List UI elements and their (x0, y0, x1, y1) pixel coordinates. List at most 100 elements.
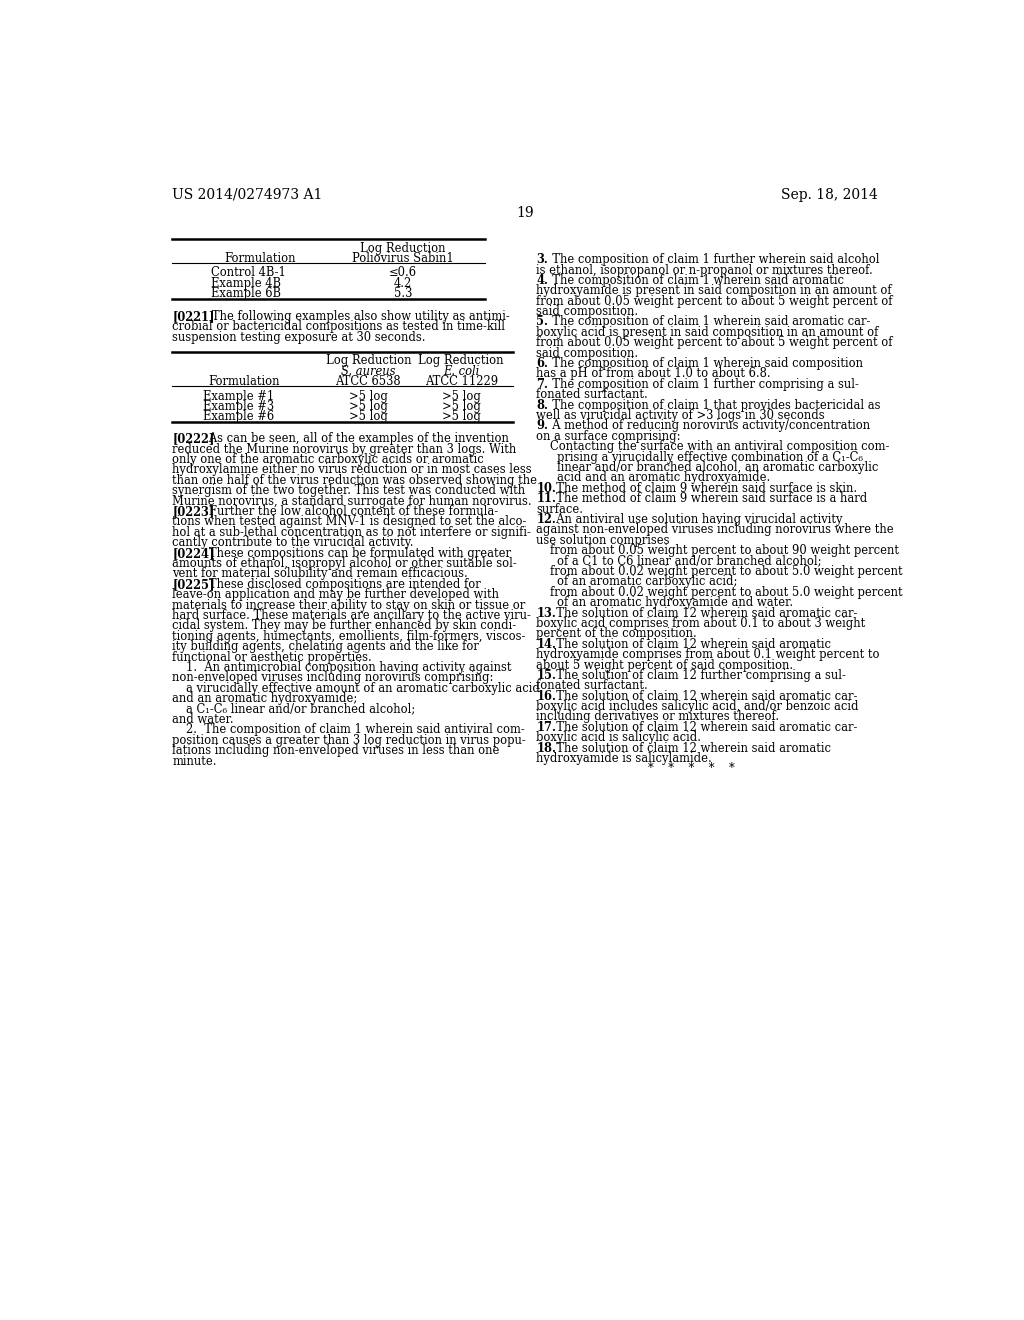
Text: tions when tested against MNV-1 is designed to set the alco-: tions when tested against MNV-1 is desig… (172, 515, 526, 528)
Text: [0221]: [0221] (172, 310, 215, 323)
Text: The method of claim 9 wherein said surface is a hard: The method of claim 9 wherein said surfa… (550, 492, 867, 506)
Text: 13.: 13. (537, 607, 556, 619)
Text: minute.: minute. (172, 755, 217, 767)
Text: reduced the Murine norovirus by greater than 3 logs. With: reduced the Murine norovirus by greater … (172, 442, 516, 455)
Text: An antiviral use solution having virucidal activity: An antiviral use solution having virucid… (550, 513, 843, 525)
Text: than one half of the virus reduction was observed showing the: than one half of the virus reduction was… (172, 474, 538, 487)
Text: Log Reduction: Log Reduction (326, 354, 411, 367)
Text: >5 log: >5 log (441, 400, 480, 413)
Text: 19: 19 (516, 206, 534, 220)
Text: functional or aesthetic properties.: functional or aesthetic properties. (172, 651, 372, 664)
Text: has a pH of from about 1.0 to about 6.8.: has a pH of from about 1.0 to about 6.8. (537, 367, 771, 380)
Text: Further the low alcohol content of these formula-: Further the low alcohol content of these… (199, 506, 499, 517)
Text: >5 log: >5 log (349, 400, 388, 413)
Text: [0223]: [0223] (172, 506, 215, 517)
Text: The method of claim 9 wherein said surface is skin.: The method of claim 9 wherein said surfa… (550, 482, 857, 495)
Text: said composition.: said composition. (537, 305, 639, 318)
Text: [0225]: [0225] (172, 578, 215, 591)
Text: 1.  An antimicrobial composition having activity against: 1. An antimicrobial composition having a… (186, 661, 512, 675)
Text: Formulation: Formulation (209, 375, 280, 388)
Text: 7.: 7. (537, 378, 548, 391)
Text: hydroxyamide is salicylamide.: hydroxyamide is salicylamide. (537, 752, 712, 766)
Text: cidal system. They may be further enhanced by skin condi-: cidal system. They may be further enhanc… (172, 619, 516, 632)
Text: tioning agents, humectants, emollients, film-formers, viscos-: tioning agents, humectants, emollients, … (172, 630, 525, 643)
Text: The composition of claim 1 wherein said composition: The composition of claim 1 wherein said … (545, 358, 863, 370)
Text: >5 log: >5 log (441, 411, 480, 424)
Text: 14.: 14. (537, 638, 556, 651)
Text: The solution of claim 12 wherein said aromatic car-: The solution of claim 12 wherein said ar… (550, 607, 858, 619)
Text: A method of reducing norovirus activity/concentration: A method of reducing norovirus activity/… (545, 420, 870, 433)
Text: use solution comprises: use solution comprises (537, 533, 670, 546)
Text: S. aureus: S. aureus (341, 364, 395, 378)
Text: These compositions can be formulated with greater: These compositions can be formulated wit… (199, 546, 511, 560)
Text: boxylic acid includes salicylic acid, and/or benzoic acid: boxylic acid includes salicylic acid, an… (537, 700, 859, 713)
Text: The composition of claim 1 further wherein said alcohol: The composition of claim 1 further where… (545, 253, 880, 267)
Text: 3.: 3. (537, 253, 548, 267)
Text: linear and/or branched alcohol, an aromatic carboxylic: linear and/or branched alcohol, an aroma… (557, 461, 879, 474)
Text: 4.: 4. (537, 275, 548, 286)
Text: non-enveloped viruses including norovirus comprising:: non-enveloped viruses including noroviru… (172, 672, 494, 684)
Text: US 2014/0274973 A1: US 2014/0274973 A1 (172, 187, 323, 202)
Text: crobial or bactericidal compositions as tested in time-kill: crobial or bactericidal compositions as … (172, 321, 505, 334)
Text: lations including non-enveloped viruses in less than one: lations including non-enveloped viruses … (172, 744, 500, 758)
Text: from about 0.02 weight percent to about 5.0 weight percent: from about 0.02 weight percent to about … (550, 565, 903, 578)
Text: well as virucidal activity of >3 logs in 30 seconds: well as virucidal activity of >3 logs in… (537, 409, 825, 422)
Text: Example #6: Example #6 (203, 411, 274, 424)
Text: >5 log: >5 log (349, 411, 388, 424)
Text: hydroxylamine either no virus reduction or in most cases less: hydroxylamine either no virus reduction … (172, 463, 531, 477)
Text: >5 log: >5 log (349, 389, 388, 403)
Text: synergism of the two together. This test was conducted with: synergism of the two together. This test… (172, 484, 525, 498)
Text: Log Reduction: Log Reduction (419, 354, 504, 367)
Text: of a C1 to C6 linear and/or branched alcohol;: of a C1 to C6 linear and/or branched alc… (557, 554, 822, 568)
Text: surface.: surface. (537, 503, 584, 516)
Text: 15.: 15. (537, 669, 556, 682)
Text: from about 0.05 weight percent to about 90 weight percent: from about 0.05 weight percent to about … (550, 544, 899, 557)
Text: The solution of claim 12 wherein said aromatic: The solution of claim 12 wherein said ar… (550, 638, 831, 651)
Text: Example 4B: Example 4B (211, 277, 281, 290)
Text: >5 log: >5 log (441, 389, 480, 403)
Text: and water.: and water. (172, 713, 233, 726)
Text: *    *    *    *    *: * * * * * (648, 763, 735, 775)
Text: 18.: 18. (537, 742, 556, 755)
Text: 2.  The composition of claim 1 wherein said antiviral com-: 2. The composition of claim 1 wherein sa… (186, 723, 525, 737)
Text: including derivatives or mixtures thereof.: including derivatives or mixtures thereo… (537, 710, 779, 723)
Text: 16.: 16. (537, 689, 556, 702)
Text: ≤0.6: ≤0.6 (389, 267, 417, 280)
Text: [0222]: [0222] (172, 432, 215, 445)
Text: a C₁-C₆ linear and/or branched alcohol;: a C₁-C₆ linear and/or branched alcohol; (186, 702, 416, 715)
Text: The composition of claim 1 wherein said aromatic car-: The composition of claim 1 wherein said … (545, 315, 870, 329)
Text: 12.: 12. (537, 513, 556, 525)
Text: fonated surfactant.: fonated surfactant. (537, 388, 648, 401)
Text: ity building agents, chelating agents and the like for: ity building agents, chelating agents an… (172, 640, 479, 653)
Text: Sep. 18, 2014: Sep. 18, 2014 (780, 187, 878, 202)
Text: [0224]: [0224] (172, 546, 215, 560)
Text: 4.2: 4.2 (394, 277, 413, 290)
Text: Example #1: Example #1 (203, 389, 274, 403)
Text: The solution of claim 12 further comprising a sul-: The solution of claim 12 further compris… (550, 669, 846, 682)
Text: 5.: 5. (537, 315, 548, 329)
Text: boxylic acid is salicylic acid.: boxylic acid is salicylic acid. (537, 731, 701, 744)
Text: on a surface comprising:: on a surface comprising: (537, 430, 681, 442)
Text: Contacting the surface with an antiviral composition com-: Contacting the surface with an antiviral… (550, 441, 890, 453)
Text: acid and an aromatic hydroxyamide.: acid and an aromatic hydroxyamide. (557, 471, 771, 484)
Text: The composition of claim 1 that provides bactericidal as: The composition of claim 1 that provides… (545, 399, 881, 412)
Text: 9.: 9. (537, 420, 548, 433)
Text: cantly contribute to the virucidal activity.: cantly contribute to the virucidal activ… (172, 536, 414, 549)
Text: leave-on application and may be further developed with: leave-on application and may be further … (172, 589, 499, 601)
Text: 5.3: 5.3 (394, 288, 413, 300)
Text: only one of the aromatic carboxylic acids or aromatic: only one of the aromatic carboxylic acid… (172, 453, 484, 466)
Text: and an aromatic hydroxyamide;: and an aromatic hydroxyamide; (172, 692, 357, 705)
Text: hydroxyamide comprises from about 0.1 weight percent to: hydroxyamide comprises from about 0.1 we… (537, 648, 880, 661)
Text: prising a virucidally effective combination of a C₁-C₆: prising a virucidally effective combinat… (557, 450, 863, 463)
Text: These disclosed compositions are intended for: These disclosed compositions are intende… (199, 578, 481, 591)
Text: 6.: 6. (537, 358, 548, 370)
Text: The solution of claim 12 wherein said aromatic: The solution of claim 12 wherein said ar… (550, 742, 831, 755)
Text: As can be seen, all of the examples of the invention: As can be seen, all of the examples of t… (199, 432, 509, 445)
Text: of an aromatic carboxylic acid;: of an aromatic carboxylic acid; (557, 576, 737, 589)
Text: Log Reduction: Log Reduction (360, 242, 445, 255)
Text: Formulation: Formulation (224, 252, 296, 265)
Text: The composition of claim 1 further comprising a sul-: The composition of claim 1 further compr… (545, 378, 859, 391)
Text: fonated surfactant.: fonated surfactant. (537, 680, 648, 692)
Text: 10.: 10. (537, 482, 556, 495)
Text: is ethanol, isopropanol or n-propanol or mixtures thereof.: is ethanol, isopropanol or n-propanol or… (537, 264, 873, 276)
